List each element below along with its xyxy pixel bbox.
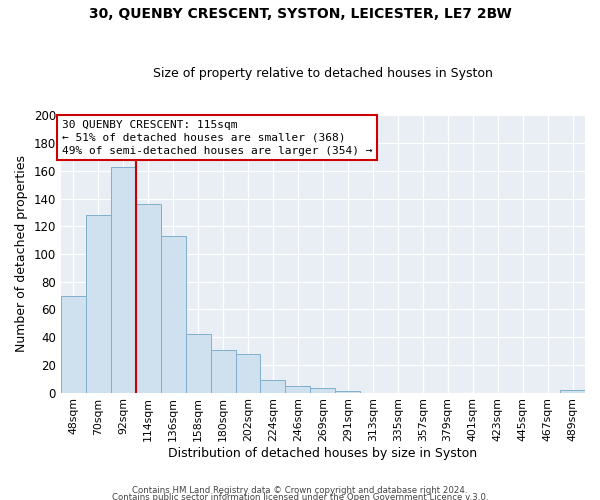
Bar	[236, 354, 260, 393]
Bar	[211, 350, 236, 393]
Bar	[560, 390, 585, 392]
Text: 30, QUENBY CRESCENT, SYSTON, LEICESTER, LE7 2BW: 30, QUENBY CRESCENT, SYSTON, LEICESTER, …	[89, 8, 511, 22]
Title: Size of property relative to detached houses in Syston: Size of property relative to detached ho…	[153, 66, 493, 80]
Bar	[161, 236, 185, 392]
Bar	[185, 334, 211, 392]
Text: Contains public sector information licensed under the Open Government Licence v.: Contains public sector information licen…	[112, 494, 488, 500]
Bar	[286, 386, 310, 392]
Bar	[61, 296, 86, 392]
Bar	[136, 204, 161, 392]
Bar	[310, 388, 335, 392]
Bar	[335, 391, 361, 392]
X-axis label: Distribution of detached houses by size in Syston: Distribution of detached houses by size …	[169, 447, 478, 460]
Text: Contains HM Land Registry data © Crown copyright and database right 2024.: Contains HM Land Registry data © Crown c…	[132, 486, 468, 495]
Text: 30 QUENBY CRESCENT: 115sqm
← 51% of detached houses are smaller (368)
49% of sem: 30 QUENBY CRESCENT: 115sqm ← 51% of deta…	[62, 120, 373, 156]
Y-axis label: Number of detached properties: Number of detached properties	[15, 156, 28, 352]
Bar	[260, 380, 286, 392]
Bar	[86, 215, 111, 392]
Bar	[111, 166, 136, 392]
